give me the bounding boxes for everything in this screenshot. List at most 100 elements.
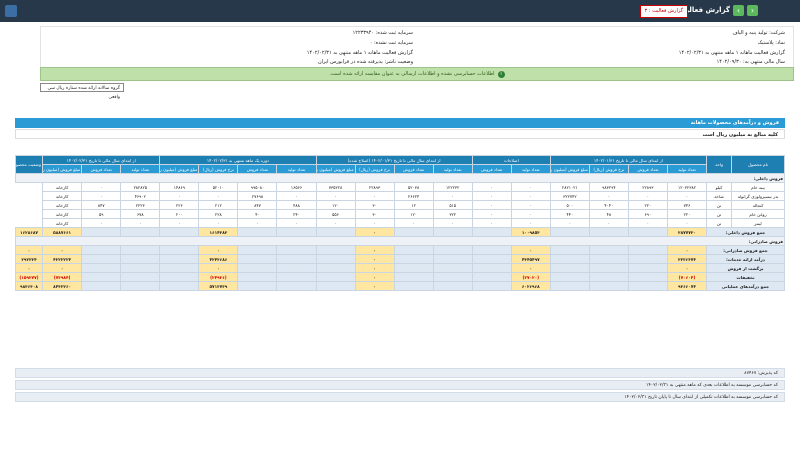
- col-product: نام محصول: [731, 155, 785, 174]
- cell-value: ۲۴۰: [276, 209, 317, 219]
- total-row: جمع درآمدهای عملیاتی ۹۳۶۶۰۷۴ ۶۰۲۶۹۶۸ ۰ ۵۷۱۳۷…: [15, 281, 785, 291]
- cell-value: ۲۸۲۱۰۲۱: [549, 182, 590, 192]
- cell-value: ۰: [198, 191, 239, 201]
- total-value: [81, 245, 122, 255]
- total-row: تخفیفات (۷۰۶۰۴) (۲۷۰۲۰) ۰ (۲۴۹۳۶) (۷۳۹۸۴) (۱۵۹…: [15, 272, 785, 282]
- cell-value: ۰: [393, 218, 434, 228]
- publisher-status: وضعیت ناشر: پذیرفته شده در فرابورس ایران: [317, 59, 413, 65]
- product-status: کارخانه: [41, 191, 83, 201]
- product-unit: تن: [706, 218, 732, 228]
- total-value: ۱۶۲۸۶۸۷: [15, 227, 43, 237]
- total-value: [471, 245, 512, 255]
- total-value: ۰: [15, 245, 43, 255]
- total-value: [393, 272, 434, 282]
- col-rate: نرخ فروش (ریال): [588, 164, 629, 174]
- product-status: کارخانه: [41, 218, 83, 228]
- cell-value: ۰: [354, 191, 395, 201]
- cell-value: ۰: [471, 191, 512, 201]
- product-unit: تن: [706, 200, 732, 210]
- total-value: ۰: [198, 263, 239, 273]
- total-value: [120, 272, 161, 282]
- total-value: [237, 263, 278, 273]
- total-value: [549, 227, 590, 237]
- col-sales-qty: تعداد فروش: [471, 164, 512, 174]
- cell-value: ۳۲۲۷۴۲: [549, 191, 590, 201]
- cell-value: ۰: [510, 209, 551, 219]
- cell-value: ۰: [315, 191, 356, 201]
- cell-value: ۵۲۰۱۰: [198, 182, 239, 192]
- total-value: ۰: [41, 263, 83, 273]
- col-status: وضعیت محصول - واحد: [15, 155, 43, 174]
- total-value: (۱۵۹۲۷۷): [15, 272, 43, 282]
- col-amount: مبلغ فروش (میلیون ریال): [549, 164, 590, 174]
- info-alert: iاطلاعات حسابرسی نشده و اطلاعات ارسالی ب…: [40, 67, 794, 81]
- cell-value: ۰: [510, 191, 551, 201]
- col-amount: مبلغ فروش (میلیون ریال): [315, 164, 356, 174]
- total-value: [432, 272, 473, 282]
- report-period: گزارش فعالیت ماهانه ۱ ماهه منتهی به ۱۴۰۲…: [678, 50, 785, 56]
- total-value: [81, 254, 122, 264]
- total-value: [549, 263, 590, 273]
- total-value: ۱۰۰۹۸۵۳: [510, 227, 551, 237]
- total-value: [315, 245, 356, 255]
- total-value: [627, 254, 668, 264]
- cell-value: ۳۰: [354, 209, 395, 219]
- cell-value: ۹۹۵۰۸۰: [237, 182, 278, 192]
- chevron-left-icon[interactable]: ‹: [733, 5, 744, 16]
- total-value: [81, 263, 122, 273]
- app-logo-icon: [5, 5, 17, 17]
- display-select[interactable]: گروه سالانه ارائه شده ستاره ریال سی واقع…: [40, 83, 124, 100]
- total-value: [276, 227, 317, 237]
- cell-value: ۵۹: [81, 209, 122, 219]
- cell-value: ۲۸۲۸۲۵: [120, 182, 161, 192]
- total-value: ۰: [510, 263, 551, 273]
- cell-value: ۰: [432, 191, 473, 201]
- cell-value: ۰: [627, 218, 668, 228]
- total-value: [393, 227, 434, 237]
- product-status: کارخانه: [41, 200, 83, 210]
- total-value: [237, 227, 278, 237]
- total-value: [393, 245, 434, 255]
- cell-value: ۲۲۰: [627, 200, 668, 210]
- col-amount: مبلغ فروش (میلیون ریال): [159, 164, 200, 174]
- total-value: (۲۴۹۳۶): [198, 272, 239, 282]
- total-value: [588, 245, 629, 255]
- total-value: (۷۰۶۰۴): [666, 272, 708, 282]
- report-badge[interactable]: گزارش فعالیت : ۳: [639, 5, 688, 18]
- total-value: ۰: [666, 245, 708, 255]
- cell-value: ۳۰: [354, 200, 395, 210]
- total-value: [315, 272, 356, 282]
- total-value: [159, 263, 200, 273]
- cell-value: ۱۲۰۳۲۳۸۲: [666, 182, 708, 192]
- total-value: [276, 263, 317, 273]
- cell-value: ۲۲۶: [159, 200, 200, 210]
- table-body: فروش داخلی: پنبه خام کیلو ۱۲۰۳۲۳۸۲ ۲۲۸۹۳ ۹۸۳۲…: [15, 173, 785, 291]
- product-unit: کیلو: [706, 182, 732, 192]
- col-group-ytd-current: از ابتدای سال مالی تا تاریخ ۱۴۰۲/۰۲/۳۱: [41, 155, 161, 165]
- total-value: ۰: [354, 227, 395, 237]
- col-unit: واحد: [706, 155, 732, 174]
- cell-value: ۱۲۰: [315, 200, 356, 210]
- total-label: برگشت از فروش: [706, 263, 785, 273]
- total-value: [81, 281, 122, 291]
- total-value: ۰: [354, 272, 395, 282]
- cell-value: ۷۳۵۲۲۸: [315, 182, 356, 192]
- cell-value: ۴۸۸: [276, 200, 317, 210]
- total-value: ۵۸۸۷۶۶۱: [41, 227, 83, 237]
- symbol: نماد: پلاستیک: [757, 40, 785, 46]
- total-value: [159, 245, 200, 255]
- total-row: برگشت از فروش ۰ ۰ ۰ ۰ ۰ ۰: [15, 263, 785, 273]
- total-value: [276, 245, 317, 255]
- product-unit: شاخه: [706, 191, 732, 201]
- total-value: [432, 281, 473, 291]
- total-value: [432, 227, 473, 237]
- col-group-adjust: اصلاحات: [471, 155, 551, 165]
- total-value: ۰: [354, 254, 395, 264]
- top-bar: گزارش فعالیت ماهانه گزارش فعالیت : ۳ ‹ ›: [0, 0, 800, 22]
- cell-value: ۵۵۶: [315, 209, 356, 219]
- cell-value: ۸۴۷: [237, 200, 278, 210]
- total-value: [120, 245, 161, 255]
- chevron-right-icon[interactable]: ›: [747, 5, 758, 16]
- cell-value: ۰: [159, 218, 200, 228]
- cell-value: ۰: [666, 218, 708, 228]
